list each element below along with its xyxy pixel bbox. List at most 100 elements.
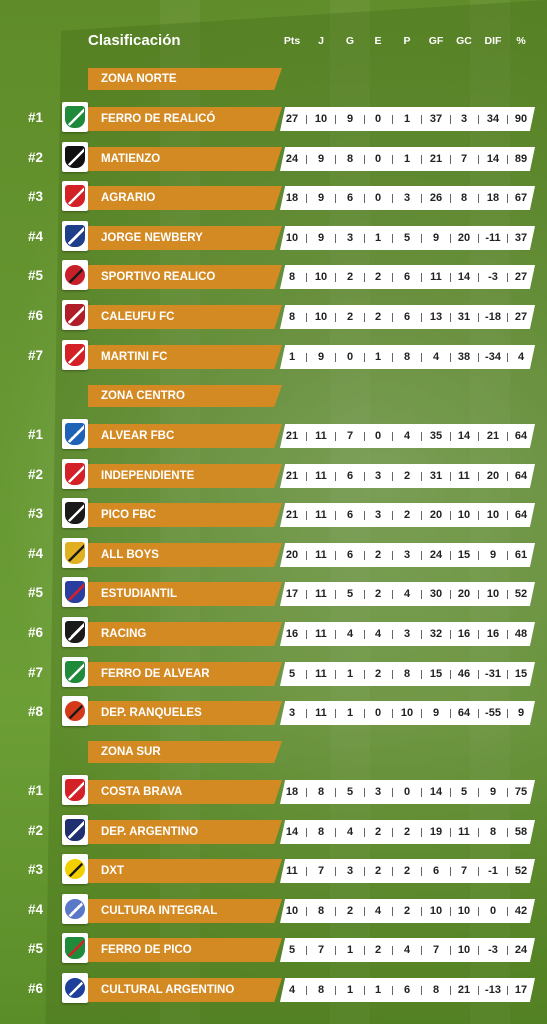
stat-j: 8 (317, 984, 325, 996)
stat-p: 3 (403, 549, 411, 561)
stat-g: 8 (346, 153, 354, 165)
column-divider (392, 630, 393, 639)
team-name: CULTURAL ARGENTINO (88, 978, 282, 1002)
table-row[interactable]: #1 COSTA BRAVA 18 8 5 3 0 14 5 9 75 (0, 775, 547, 805)
table-row[interactable]: #2 DEP. ARGENTINO 14 8 4 2 2 19 11 8 58 (0, 815, 547, 845)
column-divider (507, 551, 508, 560)
stats-bar: 21 11 6 3 2 20 10 10 64 (280, 503, 535, 527)
column-divider (507, 907, 508, 916)
column-divider (421, 907, 422, 916)
column-divider (450, 630, 451, 639)
stats-bar: 5 7 1 2 4 7 10 -3 24 (280, 938, 535, 962)
column-divider (392, 709, 393, 718)
stat-dif: -3 (488, 271, 498, 283)
cultura-integral-crest-icon (65, 899, 85, 919)
table-row[interactable]: #3 DXT 11 7 3 2 2 6 7 -1 52 (0, 854, 547, 884)
rank-label: #2 (28, 467, 44, 482)
column-divider (364, 788, 365, 797)
table-row[interactable]: #5 ESTUDIANTIL 17 11 5 2 4 30 20 10 52 (0, 577, 547, 607)
column-divider (450, 313, 451, 322)
column-divider (450, 155, 451, 164)
table-row[interactable]: #8 DEP. RANQUELES 3 11 1 0 10 9 64 -55 9 (0, 696, 547, 726)
column-divider (306, 551, 307, 560)
column-divider (392, 194, 393, 203)
stats-bar: 8 10 2 2 6 11 14 -3 27 (280, 265, 535, 289)
table-row[interactable]: #4 ALL BOYS 20 11 6 2 3 24 15 9 61 (0, 538, 547, 568)
team-name: ALL BOYS (88, 543, 282, 567)
stat-g: 6 (346, 509, 354, 521)
column-divider (478, 234, 479, 243)
column-header-percent: % (516, 35, 526, 47)
stat-gc: 15 (457, 549, 471, 561)
ferro-pico-crest-icon (65, 937, 85, 959)
column-divider (478, 155, 479, 164)
stat-e: 0 (374, 153, 382, 165)
column-divider (364, 472, 365, 481)
stat-pts: 11 (286, 865, 298, 877)
agrario-crest-icon (65, 185, 85, 207)
column-header-p: P (403, 35, 411, 47)
table-row[interactable]: #6 CALEUFU FC 8 10 2 2 6 13 31 -18 27 (0, 300, 547, 330)
stat-gc: 64 (457, 707, 471, 719)
stat-percent: 64 (514, 509, 528, 521)
team-name: CULTURA INTEGRAL (88, 899, 282, 923)
table-row[interactable]: #3 AGRARIO 18 9 6 0 3 26 8 18 67 (0, 181, 547, 211)
column-divider (507, 234, 508, 243)
table-row[interactable]: #4 JORGE NEWBERY 10 9 3 1 5 9 20 -11 37 (0, 221, 547, 251)
team-logo (62, 657, 88, 687)
team-name: MARTINI FC (88, 345, 282, 369)
column-divider (364, 273, 365, 282)
stat-e: 2 (374, 865, 382, 877)
all-boys-crest-icon (65, 542, 85, 564)
team-name: MATIENZO (88, 147, 282, 171)
stat-g: 1 (346, 707, 354, 719)
stat-j: 11 (315, 509, 327, 521)
stat-e: 2 (374, 588, 382, 600)
table-row[interactable]: #7 MARTINI FC 1 9 0 1 8 4 38 -34 4 (0, 340, 547, 370)
stats-bar: 14 8 4 2 2 19 11 8 58 (280, 820, 535, 844)
column-divider (421, 511, 422, 520)
column-divider (392, 432, 393, 441)
stat-percent: 42 (514, 905, 528, 917)
column-divider (450, 670, 451, 679)
table-row[interactable]: #5 SPORTIVO REALICO 8 10 2 2 6 11 14 -3 27 (0, 260, 547, 290)
table-row[interactable]: #6 RACING 16 11 4 4 3 32 16 16 48 (0, 617, 547, 647)
stats-bar: 11 7 3 2 2 6 7 -1 52 (280, 859, 535, 883)
team-name: ESTUDIANTIL (88, 582, 282, 606)
table-row[interactable]: #2 INDEPENDIENTE 21 11 6 3 2 31 11 20 64 (0, 459, 547, 489)
team-logo (62, 617, 88, 647)
racing-crest-icon (65, 621, 85, 643)
column-divider (392, 155, 393, 164)
table-row[interactable]: #1 ALVEAR FBC 21 11 7 0 4 35 14 21 64 (0, 419, 547, 449)
table-row[interactable]: #3 PICO FBC 21 11 6 3 2 20 10 10 64 (0, 498, 547, 528)
column-divider (335, 788, 336, 797)
stat-percent: 61 (514, 549, 528, 561)
column-divider (421, 273, 422, 282)
stat-gf: 32 (429, 628, 443, 640)
column-divider (450, 472, 451, 481)
stat-e: 2 (374, 271, 382, 283)
column-divider (335, 432, 336, 441)
ferro-alvear-crest-icon (65, 661, 85, 683)
column-divider (306, 234, 307, 243)
stat-p: 3 (403, 628, 411, 640)
stats-bar: 27 10 9 0 1 37 3 34 90 (280, 107, 535, 131)
stats-bar: 1 9 0 1 8 4 38 -34 4 (280, 345, 535, 369)
stat-e: 3 (374, 509, 382, 521)
rank-label: #8 (28, 704, 44, 719)
column-divider (392, 313, 393, 322)
team-logo (62, 894, 88, 924)
table-row[interactable]: #5 FERRO DE PICO 5 7 1 2 4 7 10 -3 24 (0, 933, 547, 963)
stat-dif: -3 (488, 944, 498, 956)
column-divider (335, 273, 336, 282)
table-row[interactable]: #2 MATIENZO 24 9 8 0 1 21 7 14 89 (0, 142, 547, 172)
stat-pts: 8 (288, 271, 296, 283)
table-row[interactable]: #7 FERRO DE ALVEAR 5 11 1 2 8 15 46 -31 15 (0, 657, 547, 687)
column-divider (364, 155, 365, 164)
table-row[interactable]: #4 CULTURA INTEGRAL 10 8 2 4 2 10 10 0 42 (0, 894, 547, 924)
stat-pts: 5 (288, 944, 296, 956)
stat-p: 6 (403, 311, 411, 323)
table-row[interactable]: #6 CULTURAL ARGENTINO 4 8 1 1 6 8 21 -13 17 (0, 973, 547, 1003)
stat-g: 2 (346, 311, 354, 323)
table-row[interactable]: #1 FERRO DE REALICÓ 27 10 9 0 1 37 3 34 90 (0, 102, 547, 132)
